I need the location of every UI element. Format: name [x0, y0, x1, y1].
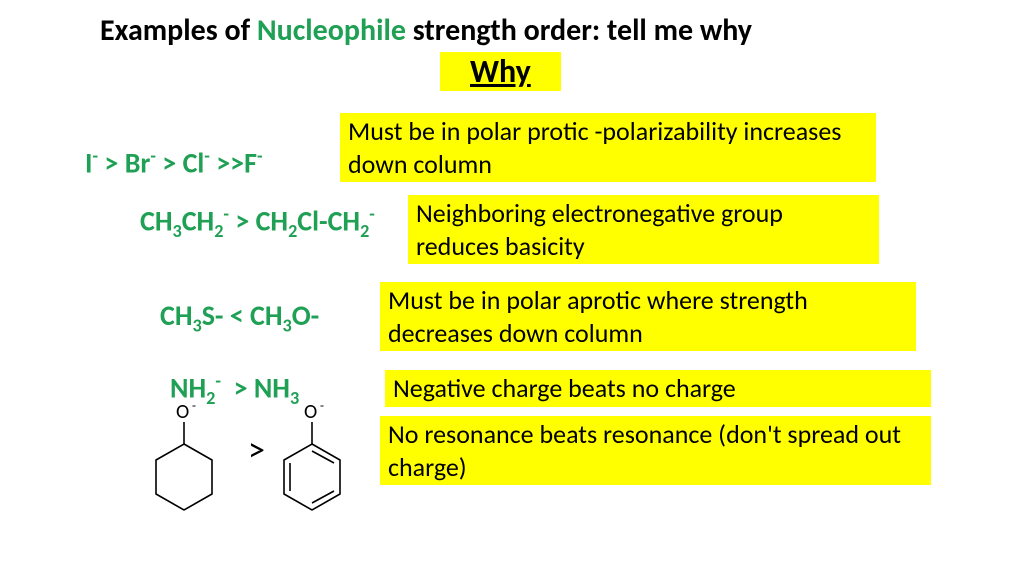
cyclohexanolate-icon: O - — [150, 398, 240, 528]
title-keyword: Nucleophile — [257, 12, 406, 49]
page-title: Examples of Nucleophile strength order: … — [100, 12, 752, 49]
formula-ethyl: CH3CH2- > CH2Cl-CH2- — [140, 203, 375, 242]
why-heading: Why — [440, 52, 561, 91]
formula-so: CH3S- < CH3O- — [160, 298, 319, 337]
title-suffix: strength order: tell me why — [406, 12, 752, 49]
explain-1: Must be in polar protic -polarizability … — [340, 113, 876, 182]
svg-text:O: O — [304, 400, 317, 424]
explain-3: Must be in polar aprotic where strength … — [380, 282, 916, 351]
explain-5: No resonance beats resonance (don't spre… — [380, 416, 931, 485]
title-prefix: Examples of — [100, 12, 257, 49]
formula-halides: I- > Br- > Cl- >>F- — [85, 145, 263, 180]
explain-2: Neighboring electronegative group reduce… — [408, 195, 879, 264]
explain-4: Negative charge beats no charge — [385, 370, 931, 407]
svg-text:O: O — [176, 400, 189, 424]
svg-text:-: - — [192, 399, 196, 414]
svg-text:-: - — [320, 399, 324, 414]
phenolate-icon: O - — [278, 398, 368, 528]
slide: Examples of Nucleophile strength order: … — [0, 0, 1024, 576]
gt-symbol: > — [248, 430, 265, 471]
